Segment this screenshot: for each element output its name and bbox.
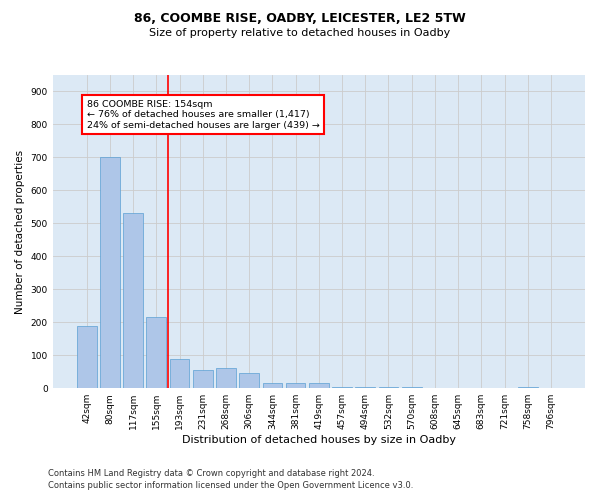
Bar xyxy=(100,158,120,388)
Bar xyxy=(146,318,166,388)
Bar xyxy=(309,384,329,388)
Bar xyxy=(286,384,305,388)
Y-axis label: Number of detached properties: Number of detached properties xyxy=(15,150,25,314)
Bar xyxy=(355,386,375,388)
Text: Size of property relative to detached houses in Oadby: Size of property relative to detached ho… xyxy=(149,28,451,38)
Bar xyxy=(239,374,259,388)
Text: Contains HM Land Registry data © Crown copyright and database right 2024.: Contains HM Land Registry data © Crown c… xyxy=(48,468,374,477)
Bar xyxy=(77,326,97,388)
Bar xyxy=(216,368,236,388)
Bar xyxy=(263,384,282,388)
Text: 86, COOMBE RISE, OADBY, LEICESTER, LE2 5TW: 86, COOMBE RISE, OADBY, LEICESTER, LE2 5… xyxy=(134,12,466,26)
Bar xyxy=(193,370,212,388)
Bar xyxy=(170,358,190,388)
Text: Contains public sector information licensed under the Open Government Licence v3: Contains public sector information licen… xyxy=(48,481,413,490)
Bar xyxy=(518,386,538,388)
Text: 86 COOMBE RISE: 154sqm
← 76% of detached houses are smaller (1,417)
24% of semi-: 86 COOMBE RISE: 154sqm ← 76% of detached… xyxy=(87,100,320,130)
Bar xyxy=(379,386,398,388)
Bar xyxy=(402,386,422,388)
Bar xyxy=(123,214,143,388)
Bar xyxy=(332,386,352,388)
X-axis label: Distribution of detached houses by size in Oadby: Distribution of detached houses by size … xyxy=(182,435,456,445)
